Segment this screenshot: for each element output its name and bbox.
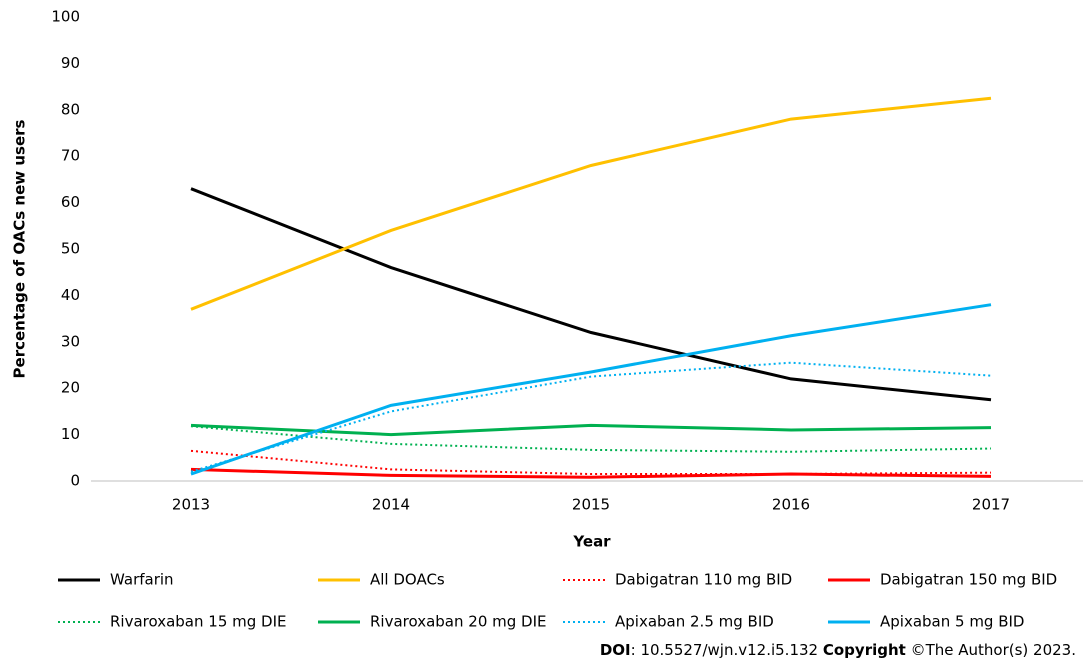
legend-label: Dabigatran 110 mg BID	[615, 571, 792, 589]
y-tick-label: 100	[51, 8, 80, 26]
footer: DOI: 10.5527/wjn.v12.i5.132 Copyright ©T…	[600, 641, 1076, 659]
x-tick-label: 2013	[172, 496, 210, 514]
y-tick-label: 30	[61, 332, 80, 350]
y-tick-label: 10	[61, 425, 80, 443]
legend-label: Apixaban 5 mg BID	[880, 613, 1025, 631]
series-line	[190, 449, 992, 476]
y-tick-label: 90	[61, 54, 80, 72]
x-tick-label: 2017	[972, 496, 1010, 514]
legend-label: Rivaroxaban 15 mg DIE	[110, 613, 286, 631]
x-tick-label: 2014	[372, 496, 410, 514]
legend-label: Apixaban 2.5 mg BID	[615, 613, 774, 631]
doi-label: DOI	[600, 641, 631, 659]
y-tick-label: 80	[61, 100, 80, 118]
legend-label: All DOACs	[370, 571, 445, 589]
series-line	[190, 187, 992, 402]
series-line	[190, 361, 992, 473]
x-tick-label: 2016	[772, 496, 810, 514]
doi: : 10.5527/wjn.v12.i5.132	[631, 641, 823, 659]
series-line	[190, 425, 992, 453]
x-tick-label: 2015	[572, 496, 610, 514]
y-tick-label: 0	[70, 472, 80, 490]
legend-label: Warfarin	[110, 571, 174, 589]
y-tick-label: 60	[61, 193, 80, 211]
y-axis-title: Percentage of OACs new users	[11, 119, 29, 378]
y-tick-label: 70	[61, 147, 80, 165]
series-line	[190, 467, 992, 479]
copyright-label: Copyright	[823, 641, 906, 659]
series-line	[190, 303, 992, 476]
copyright: ©The Author(s) 2023.	[906, 641, 1076, 659]
series-line	[190, 423, 992, 437]
y-tick-label: 20	[61, 379, 80, 397]
x-axis-title: Year	[572, 533, 611, 551]
y-tick-label: 40	[61, 286, 80, 304]
y-tick-label: 50	[61, 240, 80, 258]
legend-label: Dabigatran 150 mg BID	[880, 571, 1057, 589]
series-line	[190, 96, 992, 311]
legend-label: Rivaroxaban 20 mg DIE	[370, 613, 546, 631]
